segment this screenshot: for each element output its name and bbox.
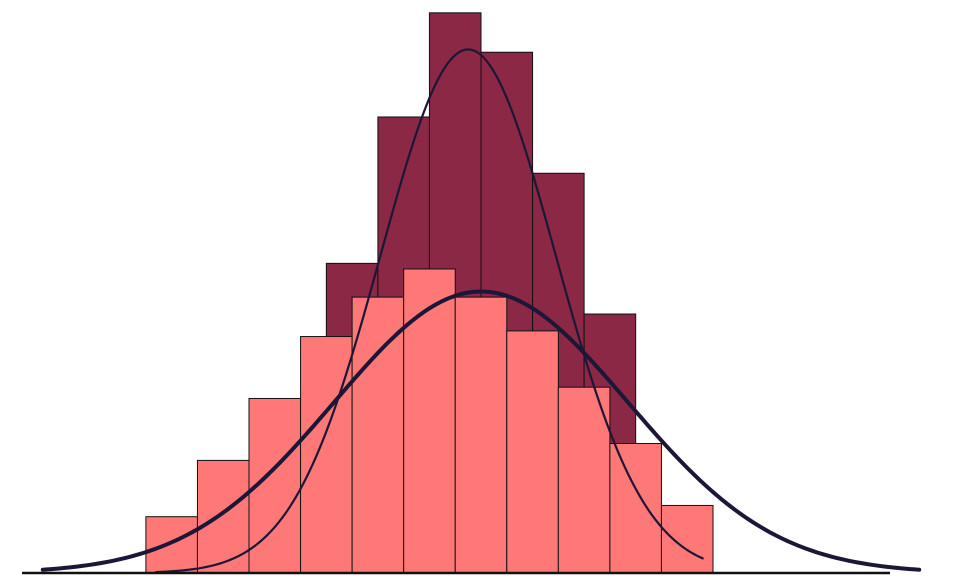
histogram-front-bar-3 xyxy=(300,336,353,574)
histogram-front-bar-9 xyxy=(609,443,662,574)
front-histogram xyxy=(145,268,714,574)
histogram-front-bar-0 xyxy=(145,516,198,574)
histogram-front-bar-7 xyxy=(506,330,559,574)
density-curve-thin xyxy=(155,48,704,574)
density-curve-thick xyxy=(40,289,922,572)
histogram-front-bar-8 xyxy=(557,386,611,574)
density-curves xyxy=(40,48,922,574)
histogram-front-bar-6 xyxy=(454,296,508,574)
histogram-front-bar-5 xyxy=(403,268,456,574)
histogram-front-bar-1 xyxy=(196,459,250,574)
histogram-front-bar-4 xyxy=(351,296,405,574)
histogram-front-bar-10 xyxy=(660,504,714,574)
